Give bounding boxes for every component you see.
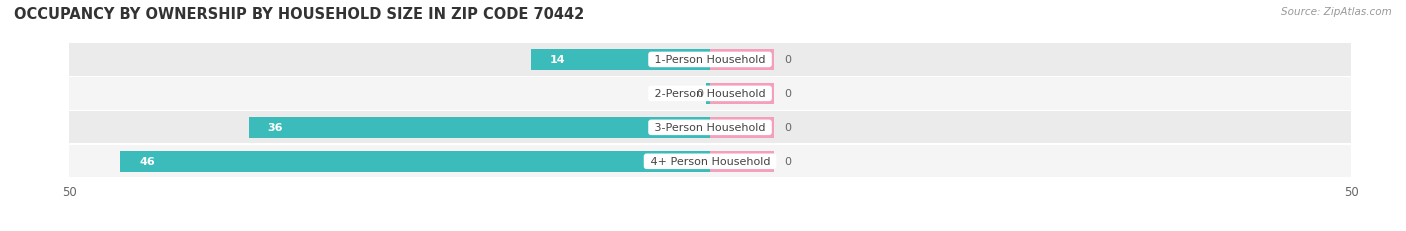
Text: Source: ZipAtlas.com: Source: ZipAtlas.com (1281, 7, 1392, 17)
Bar (710, 117, 775, 138)
Bar (69, 112, 1351, 144)
Bar (121, 151, 710, 172)
Bar (249, 117, 710, 138)
Text: 36: 36 (267, 123, 283, 133)
Text: 3-Person Household: 3-Person Household (651, 123, 769, 133)
Bar (69, 146, 1351, 178)
Text: 0: 0 (785, 157, 792, 167)
Bar (710, 50, 775, 71)
Bar (710, 151, 775, 172)
Text: OCCUPANCY BY OWNERSHIP BY HOUSEHOLD SIZE IN ZIP CODE 70442: OCCUPANCY BY OWNERSHIP BY HOUSEHOLD SIZE… (14, 7, 585, 22)
Text: 0: 0 (785, 55, 792, 65)
Text: 46: 46 (139, 157, 155, 167)
Bar (710, 83, 775, 104)
Text: 0: 0 (696, 89, 703, 99)
Text: 14: 14 (550, 55, 565, 65)
Text: 0: 0 (785, 123, 792, 133)
Bar (69, 44, 1351, 76)
Text: 0: 0 (785, 89, 792, 99)
Text: 2-Person Household: 2-Person Household (651, 89, 769, 99)
Text: 4+ Person Household: 4+ Person Household (647, 157, 773, 167)
Bar (69, 78, 1351, 110)
Text: 1-Person Household: 1-Person Household (651, 55, 769, 65)
Bar (530, 50, 710, 71)
Bar (706, 83, 710, 104)
